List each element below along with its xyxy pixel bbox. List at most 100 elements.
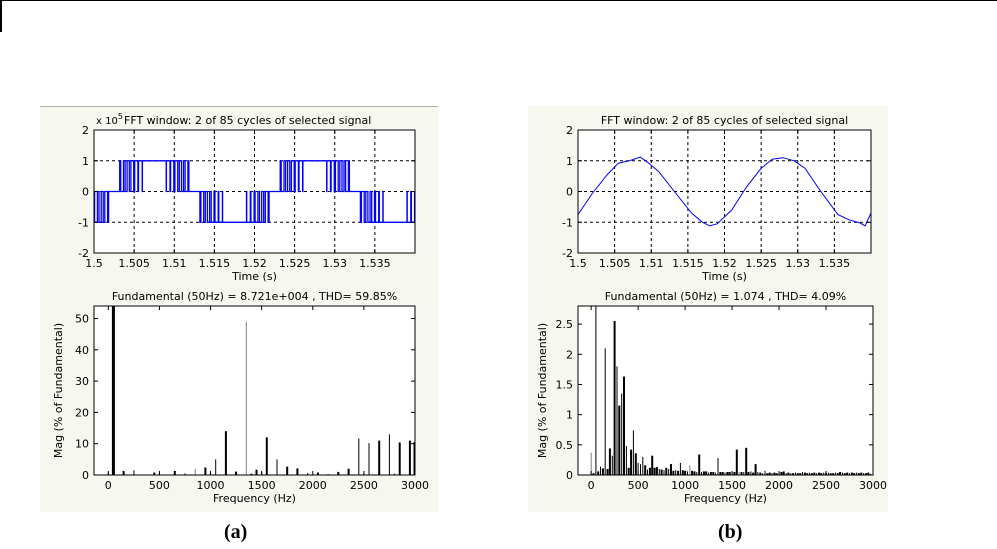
- x-tick-label: 1.53: [323, 257, 348, 270]
- bar: [803, 472, 806, 475]
- bar: [173, 470, 176, 475]
- bar: [750, 471, 752, 475]
- y-tick-label: 1: [566, 409, 573, 422]
- x-tick-label: 2000: [299, 479, 327, 492]
- bar: [640, 464, 641, 475]
- bar: [806, 473, 809, 475]
- y-tick-label: -1: [562, 216, 573, 229]
- chart-title: FFT window: 2 of 85 cycles of selected s…: [124, 114, 371, 127]
- y-tick-label: -2: [562, 247, 573, 260]
- bar: [856, 472, 858, 475]
- y-tick-label: 1: [566, 155, 573, 168]
- bar: [857, 473, 860, 475]
- page-left-mark: [0, 0, 2, 32]
- bar: [648, 467, 651, 475]
- bar: [677, 470, 680, 475]
- x-tick-label: 1500: [718, 479, 746, 492]
- x-tick-label: 3000: [859, 479, 887, 492]
- x-tick-label: 1500: [248, 479, 276, 492]
- figure-a-top-rule: [40, 106, 438, 107]
- bar: [691, 470, 694, 475]
- x-tick-label: 500: [149, 479, 170, 492]
- bar: [642, 456, 644, 475]
- bar: [792, 473, 795, 475]
- bar: [757, 472, 759, 475]
- bar: [632, 430, 634, 475]
- bar: [660, 469, 663, 475]
- bar: [644, 465, 647, 475]
- bar: [733, 472, 736, 475]
- bar: [604, 348, 606, 476]
- bar: [780, 472, 783, 475]
- bar: [764, 470, 766, 475]
- bar: [809, 472, 811, 475]
- bar: [726, 472, 729, 475]
- bar: [724, 472, 726, 475]
- bar: [870, 473, 872, 475]
- bar: [689, 465, 691, 475]
- bar: [111, 306, 115, 475]
- bar: [743, 472, 745, 475]
- axes-a-top: 1.5 1.505 1.51 1.515 1.52 1.525 1.53 1.535 -2 -1 0…: [78, 112, 416, 283]
- bar: [802, 472, 803, 475]
- bar: [651, 455, 654, 475]
- bar: [766, 473, 769, 475]
- bar: [413, 442, 415, 475]
- bar: [740, 472, 743, 475]
- bar: [653, 467, 656, 475]
- bar: [224, 431, 227, 475]
- bar: [307, 473, 309, 475]
- bar: [647, 469, 648, 475]
- x-axis-label: Time (s): [231, 270, 277, 283]
- bar: [768, 472, 771, 475]
- bar: [715, 472, 717, 475]
- bar: [592, 473, 595, 475]
- bar: [823, 472, 825, 475]
- bar: [398, 442, 401, 475]
- bar: [286, 466, 289, 475]
- bar: [818, 472, 820, 475]
- bar: [705, 471, 708, 475]
- bar: [621, 393, 623, 475]
- bar: [754, 464, 757, 475]
- bar: [795, 472, 796, 475]
- y-tick-label: 2: [566, 124, 573, 137]
- bar: [796, 473, 799, 475]
- x-tick-label: 2500: [812, 479, 840, 492]
- bar: [408, 440, 411, 475]
- x-tick-label: 1000: [197, 479, 225, 492]
- x-tick-label: 1.525: [745, 257, 777, 270]
- bar: [775, 473, 778, 475]
- bar: [255, 469, 258, 475]
- bar: [601, 468, 604, 475]
- axes-b-bottom: 0 500 1000 1500 2000 2500 3000 0 0.5 1 1.5 2 2.5 Fund…: [536, 290, 887, 505]
- bar: [708, 472, 710, 475]
- bar: [613, 321, 616, 475]
- y-tick-label: 20: [75, 406, 89, 419]
- y-tick-label: 0.5: [556, 439, 574, 452]
- bar: [752, 472, 755, 475]
- bar: [834, 472, 836, 475]
- bar: [863, 473, 865, 475]
- caption-b: (b): [718, 521, 743, 543]
- bar: [687, 471, 688, 475]
- chart-title: Fundamental (50Hz) = 1.074 , THD= 4.09%: [605, 290, 846, 303]
- bar: [590, 452, 592, 475]
- x-tick-label: 0: [588, 479, 595, 492]
- bar: [665, 467, 668, 475]
- bar: [738, 472, 740, 475]
- bar: [735, 449, 738, 475]
- bar: [194, 468, 196, 475]
- bar: [820, 473, 823, 475]
- bar: [618, 405, 621, 475]
- bar: [608, 448, 611, 475]
- bar: [616, 366, 618, 475]
- bar: [184, 473, 186, 475]
- bar: [721, 472, 724, 475]
- bar: [849, 473, 850, 475]
- bar: [810, 473, 813, 475]
- chart-title: Fundamental (50Hz) = 8.721e+004 , THD= 5…: [112, 290, 397, 303]
- x-tick-label: 1.525: [279, 257, 311, 270]
- bar: [630, 449, 633, 475]
